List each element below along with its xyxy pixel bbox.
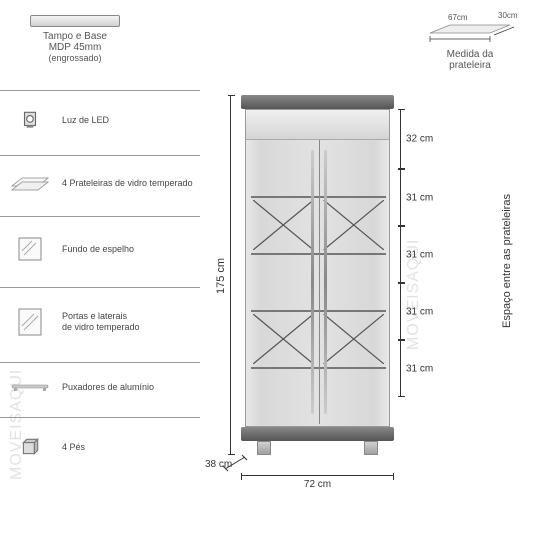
- depth-label: 38 cm: [205, 459, 232, 470]
- shelf-width-label: 67cm: [448, 13, 468, 22]
- mdp-line2: MDP 45mm: [30, 42, 120, 53]
- feature-mirror: Fundo de espelho: [10, 235, 200, 263]
- mdp-spec: Tampo e Base MDP 45mm (engrossado): [30, 15, 120, 71]
- total-height-label: 175 cm: [215, 258, 227, 294]
- mirror-icon: [10, 235, 50, 263]
- feature-label: 4 Pés: [62, 442, 200, 453]
- cab-top: [241, 95, 394, 109]
- cabinet: [245, 95, 390, 455]
- features-list: Luz de LED 4 Prateleiras de vidro temper…: [10, 90, 200, 482]
- spacing-label: 31 cm: [406, 306, 433, 317]
- dim-width: 72 cm: [241, 475, 394, 476]
- feature-label: Portas e laterais de vidro temperado: [62, 311, 200, 333]
- divider: [0, 155, 200, 156]
- spacing-label: 31 cm: [406, 249, 433, 260]
- divider: [0, 90, 200, 91]
- mdp-line1: Tampo e Base: [30, 31, 120, 42]
- shelf-spec: 67cm 30cm Medida da prateleira: [420, 15, 520, 71]
- glass-shelves-icon: [10, 174, 50, 192]
- feature-led: Luz de LED: [10, 109, 200, 131]
- divider: [0, 417, 200, 418]
- shelf-label1: Medida da: [420, 49, 520, 60]
- shelf-depth-label: 30cm: [498, 11, 518, 20]
- feet-icon: [10, 436, 50, 458]
- cab-upper-panel: [246, 110, 389, 140]
- spacing-label: 31 cm: [406, 363, 433, 374]
- feature-label: Fundo de espelho: [62, 244, 200, 255]
- mdp-line3: (engrossado): [30, 53, 120, 63]
- dim-spacing-3: 31 cm: [400, 283, 401, 340]
- dim-spacing-2: 31 cm: [400, 226, 401, 283]
- feature-glass-doors: Portas e laterais de vidro temperado: [10, 306, 200, 338]
- shelf-label2: prateleira: [420, 60, 520, 71]
- dim-spacing-0: 32 cm: [400, 109, 401, 169]
- led-icon: [10, 109, 50, 131]
- dim-spacing-4: 31 cm: [400, 340, 401, 397]
- feature-glass-shelves: 4 Prateleiras de vidro temperado: [10, 174, 200, 192]
- dim-spacing-1: 31 cm: [400, 169, 401, 226]
- top-specs-row: Tampo e Base MDP 45mm (engrossado) 67cm …: [0, 0, 550, 76]
- feature-feet: 4 Pés: [10, 436, 200, 458]
- divider: [0, 362, 200, 363]
- feature-label: Puxadores de alumínio: [62, 382, 200, 393]
- spacing-label: 31 cm: [406, 192, 433, 203]
- spacing-caption: Espaço entre as prateleiras: [501, 194, 513, 328]
- feature-label: Luz de LED: [62, 115, 200, 126]
- door-divider: [319, 140, 320, 424]
- width-label: 72 cm: [304, 479, 331, 490]
- cab-body: [245, 109, 390, 427]
- foot: [364, 441, 378, 455]
- cabinet-diagram: 175 cm 72 cm 38 cm 32 cm 31 cm 31 cm 31 …: [225, 95, 525, 525]
- divider: [0, 287, 200, 288]
- cab-bottom: [241, 427, 394, 441]
- feature-handles: Puxadores de alumínio: [10, 381, 200, 393]
- foot: [257, 441, 271, 455]
- dim-total-height: [230, 95, 231, 455]
- handle-icon: [10, 381, 50, 393]
- glass-door-icon: [10, 306, 50, 338]
- dim-depth: 38 cm: [221, 453, 251, 476]
- spacing-label: 32 cm: [406, 134, 433, 145]
- cab-glass-area: [249, 140, 388, 424]
- handle-right: [324, 150, 327, 414]
- divider: [0, 216, 200, 217]
- feature-label: 4 Prateleiras de vidro temperado: [62, 178, 200, 189]
- handle-left: [311, 150, 314, 414]
- mdp-icon: [30, 15, 120, 27]
- shelf-dim-icon: 67cm 30cm: [420, 15, 520, 45]
